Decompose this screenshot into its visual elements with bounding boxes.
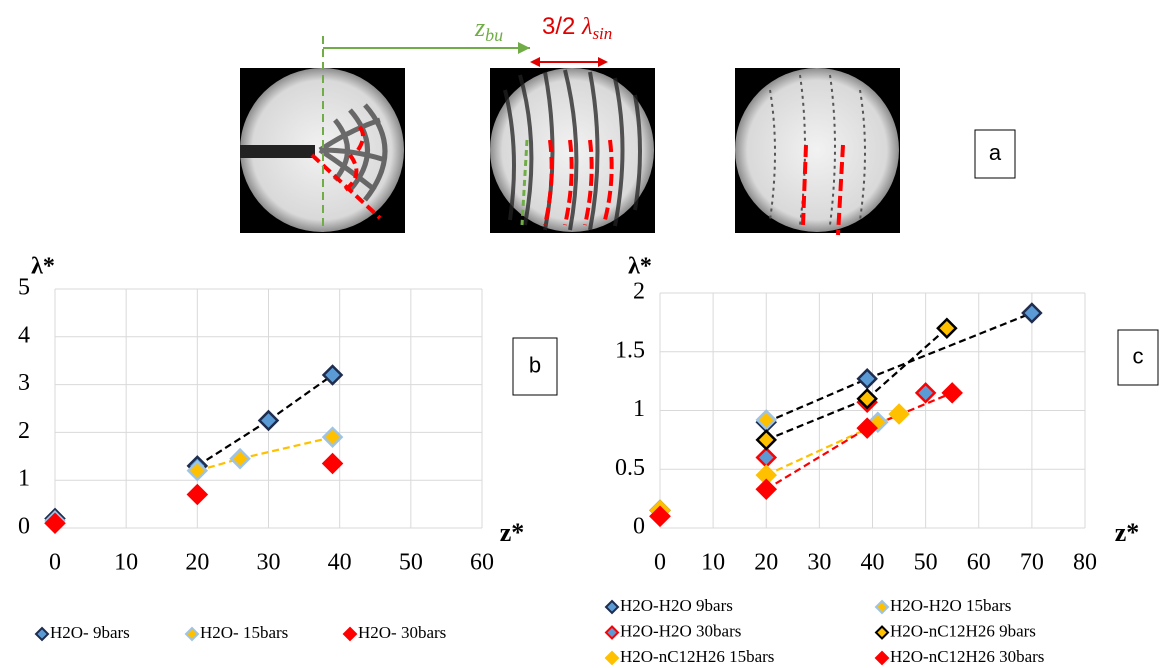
subscript: sin [592,24,612,43]
subscript: bu [485,25,503,45]
point [229,447,251,470]
y-tick-label: 0 [18,514,30,540]
legend-marker [604,650,620,666]
x-tick-label: 60 [967,550,991,576]
point [321,426,344,448]
panel-tag: a [989,140,1002,165]
x-tick-label: 0 [49,550,61,576]
trend-segment [239,436,333,460]
prefix: 3/2 [542,13,582,40]
x-tick-label: 20 [754,550,778,576]
point [1021,302,1043,324]
y-tick-label: 1 [633,396,645,422]
lambda-label: 3/2 λsin [542,13,612,43]
legend-label: H2O- 15bars [200,623,288,642]
y-tick-label: 1 [18,466,30,492]
trend-segment [765,397,868,441]
y-axis-label: λ* [628,254,652,280]
legend-label: H2O-nC12H26 30bars [890,647,1044,666]
tag-box [974,129,1016,179]
tag-box [1117,329,1159,386]
legend-marker [874,599,890,615]
point [321,364,344,386]
legend-marker [342,626,358,642]
x-tick-label: 60 [470,550,494,576]
trend-segment [765,427,868,491]
x-tick-label: 80 [1073,550,1097,576]
x-tick-label: 40 [861,550,885,576]
x-tick-label: 10 [701,550,725,576]
x-tick-label: 30 [257,550,281,576]
y-tick-label: 2 [633,279,645,305]
x-axis-label: z* [1115,518,1140,547]
symbol: z [474,13,485,42]
point [755,409,778,431]
legend-marker [34,626,50,642]
legend-label: H2O-H2O 15bars [890,596,1011,615]
panel-a-annotations: zbu 3/2 λsin a [322,13,1016,232]
point [856,368,878,390]
x-axis-label: z* [500,518,525,547]
y-tick-label: 1.5 [615,337,645,363]
zbu-label: zbu [474,13,503,45]
x-tick-label: 70 [1020,550,1044,576]
point [257,409,280,432]
y-tick-label: 5 [18,275,30,301]
legend-marker [604,625,620,640]
legend-label: H2O-H2O 30bars [620,621,741,640]
point [755,429,778,451]
x-tick-label: 50 [399,550,423,576]
legend-label: H2O-nC12H26 9bars [890,621,1036,640]
point [941,382,963,404]
x-tick-label: 50 [914,550,938,576]
x-tick-label: 0 [654,550,666,576]
y-tick-label: 4 [18,322,30,348]
point [186,459,209,482]
point [888,403,910,425]
legend-label: H2O-H2O 9bars [620,596,733,615]
photos [240,68,900,236]
y-axis-label: λ* [31,254,55,280]
x-tick-label: 20 [185,550,209,576]
point [856,417,878,439]
trend-segment [196,419,270,467]
point [755,478,778,500]
y-tick-label: 0.5 [615,455,645,481]
trend-segment [866,327,948,400]
x-tick-label: 10 [114,550,138,576]
x-tick-label: 40 [328,550,352,576]
x-tick-label: 30 [807,550,831,576]
legend-label: H2O- 9bars [50,623,130,642]
point [44,512,66,534]
tag-box [512,337,558,396]
legend-marker [874,625,890,640]
point [186,483,209,506]
legend-label: H2O-nC12H26 15bars [620,647,774,666]
legend-marker [874,650,890,666]
legend-label: H2O- 30bars [358,623,446,642]
y-tick-label: 2 [18,418,30,444]
trend-segment [866,311,1033,380]
point [936,317,958,340]
trend-segment [765,377,868,424]
point [856,387,878,410]
legend-marker [604,599,620,615]
chart: 00.511.520 10 20 30 40 50 60 70 80λ*z*H2O-H2O 9b… [604,254,1159,666]
trend-segment [267,374,334,422]
symbol: λ [581,14,592,40]
point [914,382,937,404]
panel-tag: b [529,352,541,377]
arrow-head [518,42,530,54]
point [755,446,778,469]
y-tick-label: 0 [633,514,645,540]
point [649,505,671,528]
point [321,452,344,475]
y-tick-label: 3 [18,370,30,396]
legend-marker [184,626,200,642]
panel-tag: c [1133,343,1144,368]
